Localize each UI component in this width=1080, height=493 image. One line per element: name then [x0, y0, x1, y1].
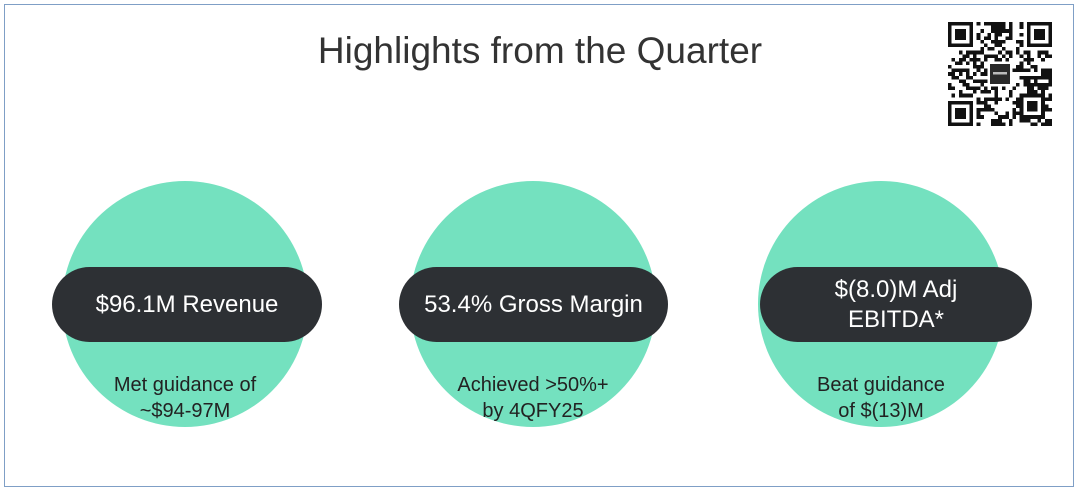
metric-label-gross-margin: 53.4% Gross Margin [424, 290, 643, 318]
metric-pill-gross-margin: 53.4% Gross Margin [399, 267, 668, 342]
caption-line: Met guidance of [113, 374, 257, 396]
caption-line: ~$94-97M [139, 400, 231, 422]
metric-line: $(8.0)M Adj [834, 275, 958, 303]
caption-line: Achieved >50%+ [457, 374, 609, 396]
qr-code-icon [948, 22, 1052, 126]
caption-ebitda: Beat guidance of $(13)M [758, 372, 1004, 424]
metric-line: EBITDA* [847, 305, 945, 333]
page-title: Highlights from the Quarter [317, 30, 763, 71]
metric-pill-ebitda: $(8.0)M Adj EBITDA* [760, 267, 1032, 342]
metric-pill-revenue: $96.1M Revenue [52, 267, 322, 342]
caption-revenue: Met guidance of ~$94-97M [62, 372, 308, 424]
caption-line: by 4QFY25 [482, 400, 584, 422]
caption-gross-margin: Achieved >50%+ by 4QFY25 [410, 372, 656, 424]
caption-line: Beat guidance [817, 374, 945, 396]
caption-line: of $(13)M [838, 400, 924, 422]
metric-label-revenue: $96.1M Revenue [95, 290, 279, 318]
metric-label-ebitda: $(8.0)M Adj EBITDA* [835, 275, 958, 335]
